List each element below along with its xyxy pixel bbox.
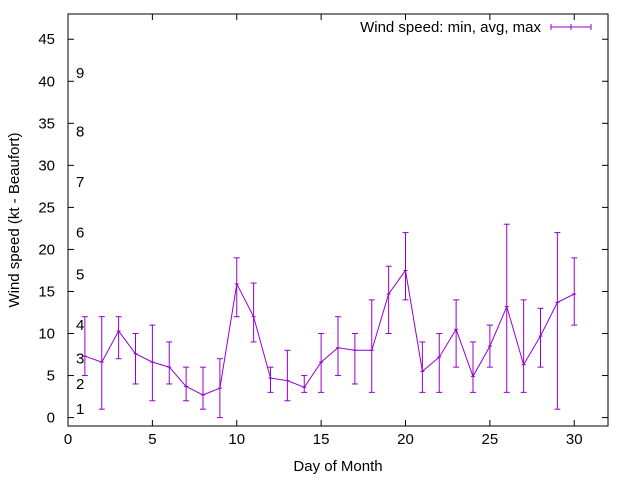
beaufort-label: 9 xyxy=(76,65,84,82)
axis-ticks xyxy=(67,14,608,426)
x-tick-label: 0 xyxy=(64,431,72,448)
y-tick-label: 0 xyxy=(47,410,55,427)
legend-label: Wind speed: min, avg, max xyxy=(360,19,541,36)
x-tick-labels: 0 5 10 15 20 25 30 xyxy=(64,431,583,448)
beaufort-label: 6 xyxy=(76,225,84,242)
legend-sample xyxy=(550,24,592,30)
beaufort-label: 8 xyxy=(76,124,84,141)
y-tick-label: 15 xyxy=(38,283,55,300)
beaufort-label: 1 xyxy=(76,401,84,418)
beaufort-label: 3 xyxy=(76,351,84,368)
y-tick-label: 25 xyxy=(38,199,55,216)
y-tick-label: 30 xyxy=(38,157,55,174)
y-tick-label: 35 xyxy=(38,115,55,132)
legend: Wind speed: min, avg, max xyxy=(360,19,592,36)
x-tick-label: 30 xyxy=(566,431,583,448)
x-axis-title: Day of Month xyxy=(293,458,382,475)
error-bars xyxy=(81,223,578,419)
plot-frame xyxy=(67,13,609,427)
y-tick-label: 20 xyxy=(38,241,55,258)
y-tick-labels: 0 5 10 15 20 25 30 35 40 45 xyxy=(38,31,55,426)
y-tick-label: 5 xyxy=(47,368,55,385)
beaufort-label: 2 xyxy=(76,376,84,393)
y-tick-label: 10 xyxy=(38,326,55,343)
y-axis-title: Wind speed (kt - Beaufort) xyxy=(6,132,23,307)
beaufort-scale-labels: 1 2 3 4 5 6 7 8 9 xyxy=(76,65,84,418)
beaufort-label: 7 xyxy=(76,174,84,191)
beaufort-label: 5 xyxy=(76,267,84,284)
y-tick-label: 40 xyxy=(38,73,55,90)
series-line-wind-speed xyxy=(84,269,575,396)
x-tick-label: 5 xyxy=(148,431,156,448)
x-tick-label: 25 xyxy=(482,431,499,448)
x-tick-label: 20 xyxy=(397,431,414,448)
x-tick-label: 10 xyxy=(228,431,245,448)
x-tick-label: 15 xyxy=(313,431,330,448)
beaufort-label: 4 xyxy=(76,317,84,334)
y-tick-label: 45 xyxy=(38,31,55,48)
